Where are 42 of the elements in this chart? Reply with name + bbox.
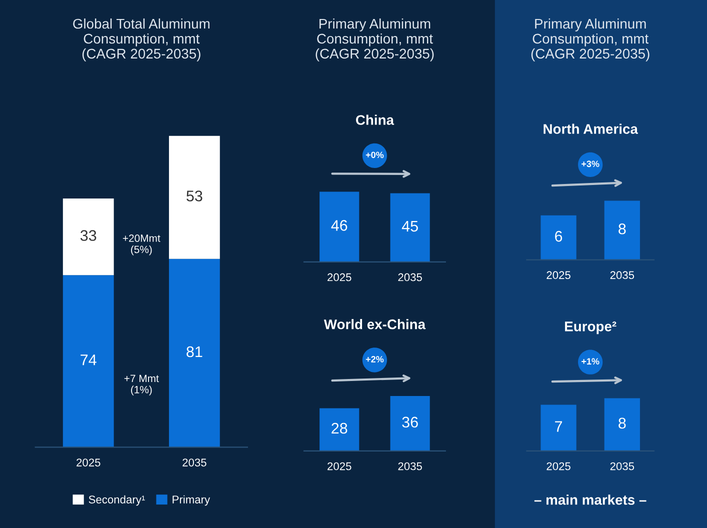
x-tick-label: 2035 [398,273,422,282]
legend-label: Primary [172,495,210,506]
chart-title: Primary Aluminum Consumption, mmt (CAGR 2025-2035) [316,18,434,62]
x-tick-label: 2025 [546,462,570,470]
data-label: 81 [186,346,202,358]
bar [168,136,220,259]
data-label: 8 [618,418,626,429]
x-tick-label: 2035 [182,458,206,466]
x-tick-label: 2025 [328,462,352,470]
chart-subtitle: China [356,114,394,125]
x-tick-label: 2025 [328,273,352,282]
data-label: 7 [555,421,562,432]
annotation: +7 Mmt (1%) [124,374,159,396]
data-label: 53 [186,190,202,202]
text: +3% [582,160,600,168]
annotation: +20Mmt (5%) [122,234,160,256]
data-label: 45 [402,220,418,232]
chart-subtitle: World ex-China [324,319,426,330]
text: +2% [366,356,384,362]
x-tick-label: 2035 [398,462,422,470]
legend-label: Secondary¹ [88,495,145,506]
text: +0% [366,152,384,158]
chart-title: Primary Aluminum Consumption, mmt (CAGR 2025-2035) [531,18,650,62]
x-tick-label: 2035 [610,462,634,470]
chart-subtitle: Europe² [565,322,616,334]
x-tick-label: 2025 [546,271,570,280]
data-label: 8 [618,223,626,234]
data-label: 36 [402,416,418,428]
chart-title: Global Total Aluminum Consumption, mmt (CAGR 2025-2035) [73,18,210,62]
text: +1% [582,358,600,365]
bar [62,198,114,276]
data-label: 33 [80,230,96,241]
data-label: 74 [80,354,96,366]
data-label: 46 [331,220,348,231]
x-tick-label: 2035 [610,271,634,280]
text: – main markets – [534,494,646,505]
chart-subtitle: North America [544,124,638,134]
data-label: 6 [555,230,562,242]
bar [168,258,220,448]
bar [62,275,114,448]
x-tick-label: 2025 [76,458,100,466]
data-label: 28 [332,422,348,434]
